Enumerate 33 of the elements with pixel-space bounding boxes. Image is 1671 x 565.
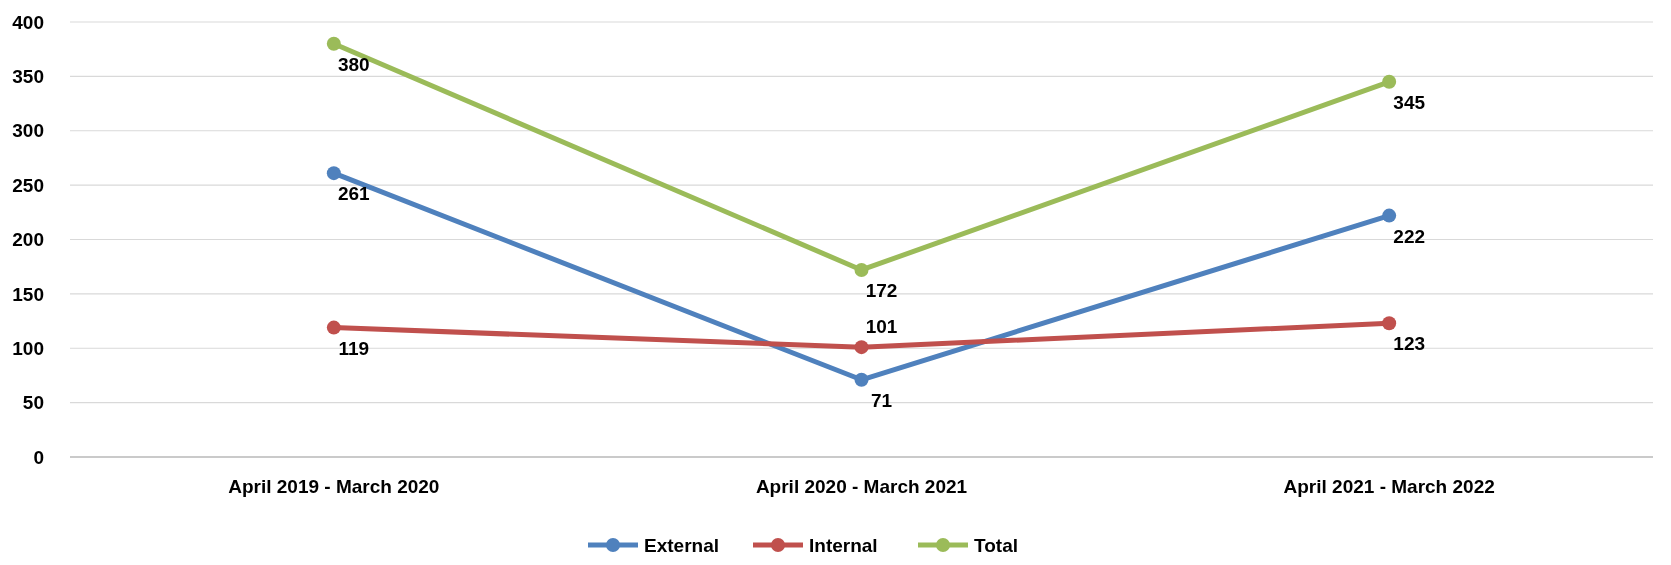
data-label: 71: [870, 389, 893, 411]
y-tick-label: 50: [22, 392, 44, 414]
data-label: 119: [338, 337, 370, 359]
point: [1382, 208, 1397, 223]
point: [326, 36, 341, 51]
data-label: 261: [337, 183, 371, 205]
x-tick-label: April 2019 - March 2020: [228, 476, 440, 497]
legend-label: Internal: [809, 534, 878, 556]
point: [1382, 74, 1397, 89]
point: [854, 262, 869, 277]
y-tick-label: 300: [12, 120, 44, 142]
legend-label: Total: [974, 534, 1018, 556]
y-tick-label: 150: [12, 283, 44, 305]
x-tick-label: April 2021 - March 2022: [1283, 476, 1495, 497]
y-tick-label: 0: [33, 446, 44, 468]
y-tick-label: 100: [12, 337, 44, 359]
y-tick-label: 200: [12, 229, 44, 251]
point: [326, 166, 341, 181]
data-label: 123: [1393, 333, 1426, 355]
legend-label: External: [644, 534, 719, 556]
data-label: 101: [865, 316, 898, 338]
point: [854, 372, 869, 387]
x-tick-label: April 2020 - March 2021: [755, 476, 968, 497]
data-label: 222: [1393, 225, 1426, 247]
data-label: 172: [865, 279, 898, 301]
data-label: 380: [337, 53, 370, 75]
y-tick-label: 400: [12, 11, 44, 33]
point: [326, 320, 341, 335]
y-tick-label: 350: [12, 66, 44, 88]
point: [854, 340, 869, 355]
y-tick-label: 250: [12, 174, 44, 196]
point: [1382, 316, 1397, 331]
data-label: 345: [1393, 91, 1426, 113]
